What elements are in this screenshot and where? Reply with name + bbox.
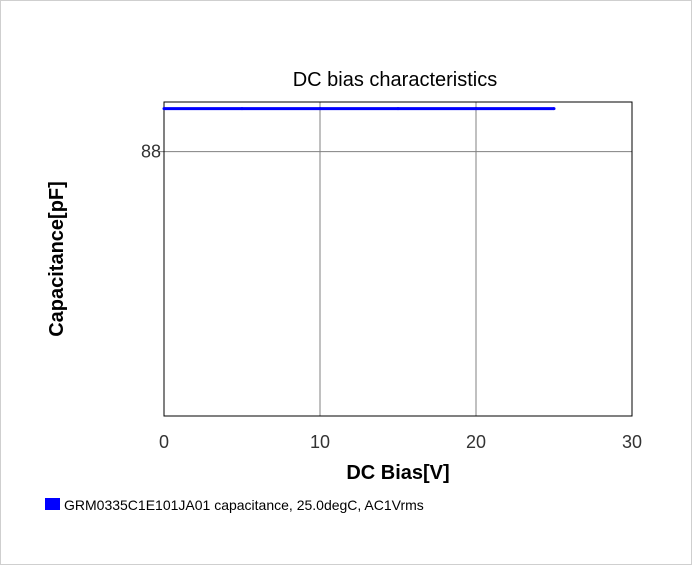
y-axis-label: Capacitance[pF] bbox=[46, 181, 68, 337]
plot-area-border bbox=[163, 101, 633, 417]
data-point bbox=[318, 107, 322, 111]
x-tick-label: 20 bbox=[466, 432, 486, 452]
data-point bbox=[474, 107, 478, 111]
series-layer bbox=[162, 107, 556, 111]
data-point bbox=[240, 107, 244, 111]
x-tick-label: 10 bbox=[310, 432, 330, 452]
x-axis-label: DC Bias[V] bbox=[346, 462, 449, 484]
data-point bbox=[552, 107, 556, 111]
chart-title: DC bias characteristics bbox=[293, 69, 498, 91]
legend-swatch bbox=[45, 498, 60, 510]
x-axis-ticks: 0 10 20 30 bbox=[159, 432, 642, 452]
grid-lines bbox=[159, 102, 632, 416]
x-tick-label: 30 bbox=[622, 432, 642, 452]
y-axis-ticks: 88 bbox=[141, 142, 161, 162]
data-point bbox=[162, 107, 166, 111]
x-tick-label: 0 bbox=[159, 432, 169, 452]
legend-label: GRM0335C1E101JA01 capacitance, 25.0degC,… bbox=[64, 497, 424, 513]
y-tick-label: 88 bbox=[141, 142, 161, 162]
data-point bbox=[396, 107, 400, 111]
